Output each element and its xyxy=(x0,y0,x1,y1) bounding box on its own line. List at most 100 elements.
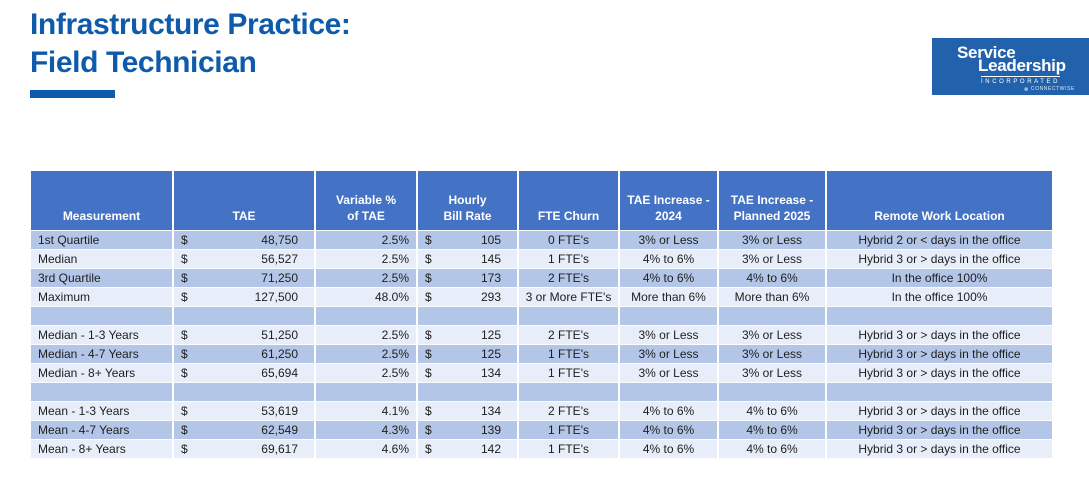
currency-symbol: $ xyxy=(181,442,188,456)
cell-tae: $48,750 xyxy=(172,230,314,249)
cell-hourly-bill-rate: $125 xyxy=(416,344,517,363)
currency-value: 145 xyxy=(480,252,501,266)
cell-remote-work-location: Hybrid 2 or < days in the office xyxy=(825,230,1052,249)
currency-value: 134 xyxy=(480,366,501,380)
cell-fte-churn: 3 or More FTE's xyxy=(517,287,618,306)
cell-tae-increase-2024: 3% or Less xyxy=(618,325,717,344)
cell-tae-increase-2024 xyxy=(618,382,717,401)
cell-fte-churn: 2 FTE's xyxy=(517,401,618,420)
cell-tae-increase-planned-2025: 3% or Less xyxy=(717,325,825,344)
benchmark-table: Measurement TAE Variable % of TAE Hourly Bi… xyxy=(31,171,1052,458)
cell-fte-churn xyxy=(517,382,618,401)
currency-symbol: $ xyxy=(425,271,432,285)
currency-value: 173 xyxy=(480,271,501,285)
cell-variable-pct-of-tae: 2.5% xyxy=(314,230,416,249)
currency-value: 56,527 xyxy=(261,252,298,266)
page-title-line1: Infrastructure Practice: xyxy=(30,8,351,41)
currency-symbol: $ xyxy=(425,366,432,380)
accounting-cell: $173 xyxy=(418,269,510,287)
cell-fte-churn: 2 FTE's xyxy=(517,268,618,287)
cell-tae-increase-2024: 4% to 6% xyxy=(618,249,717,268)
cell-tae: $56,527 xyxy=(172,249,314,268)
cell-remote-work-location xyxy=(825,382,1052,401)
table-row: Mean - 8+ Years $69,617 4.6% $142 1 FTE's 4% … xyxy=(31,439,1052,458)
accounting-cell: $62,549 xyxy=(174,421,307,439)
cell-measurement: 3rd Quartile xyxy=(31,268,172,287)
column-header-tae-increase-planned-2025: TAE Increase - Planned 2025 xyxy=(717,171,825,230)
accounting-cell: $51,250 xyxy=(174,326,307,344)
currency-symbol: $ xyxy=(425,404,432,418)
logo-incorporated-text: INCORPORATED xyxy=(981,76,1061,85)
currency-value: 61,250 xyxy=(261,347,298,361)
currency-symbol: $ xyxy=(425,423,432,437)
logo-connectwise-mark: ⨳ CONNECTWISE xyxy=(1023,85,1075,93)
currency-value: 293 xyxy=(480,290,501,304)
cell-measurement: Maximum xyxy=(31,287,172,306)
cell-tae: $65,694 xyxy=(172,363,314,382)
cell-tae-increase-planned-2025: 4% to 6% xyxy=(717,420,825,439)
cell-tae-increase-planned-2025 xyxy=(717,306,825,325)
cell-tae-increase-2024: 3% or Less xyxy=(618,344,717,363)
table-row: Median $56,527 2.5% $145 1 FTE's 4% to 6% 3% o… xyxy=(31,249,1052,268)
cell-variable-pct-of-tae xyxy=(314,306,416,325)
cell-tae: $71,250 xyxy=(172,268,314,287)
cell-measurement xyxy=(31,306,172,325)
currency-symbol: $ xyxy=(181,271,188,285)
currency-symbol: $ xyxy=(181,233,188,247)
currency-symbol: $ xyxy=(181,347,188,361)
currency-symbol: $ xyxy=(181,366,188,380)
cell-fte-churn: 1 FTE's xyxy=(517,344,618,363)
cell-remote-work-location: Hybrid 3 or > days in the office xyxy=(825,401,1052,420)
cell-hourly-bill-rate: $125 xyxy=(416,325,517,344)
currency-value: 69,617 xyxy=(261,442,298,456)
benchmark-table-container: Measurement TAE Variable % of TAE Hourly Bi… xyxy=(31,171,1052,458)
cell-tae xyxy=(172,306,314,325)
cell-measurement: Median - 8+ Years xyxy=(31,363,172,382)
cell-hourly-bill-rate: $142 xyxy=(416,439,517,458)
accounting-cell: $125 xyxy=(418,326,510,344)
cell-fte-churn: 1 FTE's xyxy=(517,439,618,458)
cell-remote-work-location: Hybrid 3 or > days in the office xyxy=(825,249,1052,268)
cell-measurement: Mean - 4-7 Years xyxy=(31,420,172,439)
connectwise-knot-icon: ⨳ xyxy=(1023,85,1029,93)
accounting-cell: $48,750 xyxy=(174,231,307,249)
cell-tae-increase-planned-2025: More than 6% xyxy=(717,287,825,306)
cell-hourly-bill-rate xyxy=(416,382,517,401)
cell-measurement: 1st Quartile xyxy=(31,230,172,249)
currency-value: 125 xyxy=(480,347,501,361)
column-header-tae-increase-2024: TAE Increase - 2024 xyxy=(618,171,717,230)
cell-hourly-bill-rate: $293 xyxy=(416,287,517,306)
page-title: Infrastructure Practice: Field Technicia… xyxy=(30,6,351,82)
cell-remote-work-location: Hybrid 3 or > days in the office xyxy=(825,420,1052,439)
cell-hourly-bill-rate: $145 xyxy=(416,249,517,268)
cell-tae: $69,617 xyxy=(172,439,314,458)
currency-value: 71,250 xyxy=(261,271,298,285)
title-underline-bar xyxy=(30,90,115,98)
cell-fte-churn: 1 FTE's xyxy=(517,249,618,268)
table-header-row: Measurement TAE Variable % of TAE Hourly Bi… xyxy=(31,171,1052,230)
accounting-cell: $56,527 xyxy=(174,250,307,268)
table-row xyxy=(31,382,1052,401)
cell-hourly-bill-rate: $134 xyxy=(416,401,517,420)
cell-remote-work-location: Hybrid 3 or > days in the office xyxy=(825,325,1052,344)
currency-value: 142 xyxy=(480,442,501,456)
cell-tae-increase-2024: 3% or Less xyxy=(618,363,717,382)
currency-symbol: $ xyxy=(181,423,188,437)
table-row: Median - 8+ Years $65,694 2.5% $134 1 FTE's 3… xyxy=(31,363,1052,382)
cell-remote-work-location: Hybrid 3 or > days in the office xyxy=(825,439,1052,458)
cell-hourly-bill-rate: $105 xyxy=(416,230,517,249)
column-header-variable-pct-of-tae: Variable % of TAE xyxy=(314,171,416,230)
cell-variable-pct-of-tae: 2.5% xyxy=(314,325,416,344)
currency-symbol: $ xyxy=(181,404,188,418)
cell-measurement: Mean - 1-3 Years xyxy=(31,401,172,420)
service-leadership-logo: Service Leadership INCORPORATED ⨳ CONNEC… xyxy=(932,38,1089,95)
accounting-cell: $142 xyxy=(418,440,510,458)
cell-variable-pct-of-tae: 4.3% xyxy=(314,420,416,439)
cell-tae: $51,250 xyxy=(172,325,314,344)
cell-hourly-bill-rate: $134 xyxy=(416,363,517,382)
currency-value: 51,250 xyxy=(261,328,298,342)
column-header-fte-churn: FTE Churn xyxy=(517,171,618,230)
accounting-cell: $71,250 xyxy=(174,269,307,287)
table-row: Mean - 1-3 Years $53,619 4.1% $134 2 FTE's 4%… xyxy=(31,401,1052,420)
accounting-cell: $53,619 xyxy=(174,402,307,420)
